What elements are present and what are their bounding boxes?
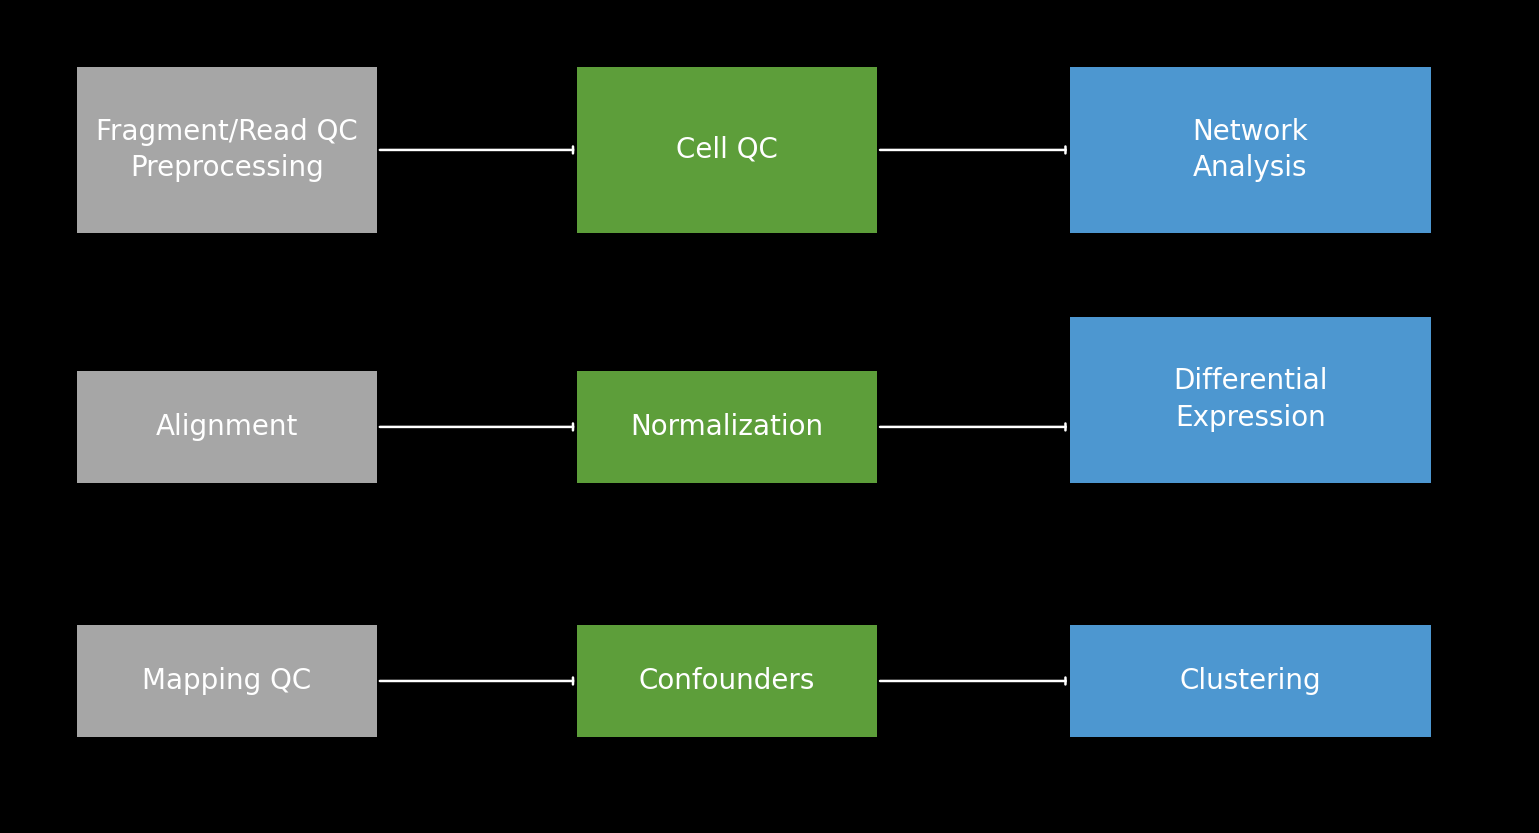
Text: Normalization: Normalization xyxy=(631,413,823,441)
Text: Cell QC: Cell QC xyxy=(676,136,779,164)
FancyBboxPatch shape xyxy=(577,67,877,233)
Text: Clustering: Clustering xyxy=(1179,667,1322,695)
Text: Alignment: Alignment xyxy=(155,413,299,441)
Text: Differential
Expression: Differential Expression xyxy=(1173,367,1328,432)
Text: Mapping QC: Mapping QC xyxy=(143,667,311,695)
FancyBboxPatch shape xyxy=(1070,625,1431,737)
FancyBboxPatch shape xyxy=(77,67,377,233)
FancyBboxPatch shape xyxy=(577,625,877,737)
FancyBboxPatch shape xyxy=(1070,317,1431,483)
FancyBboxPatch shape xyxy=(1070,67,1431,233)
Text: Network
Analysis: Network Analysis xyxy=(1193,117,1308,182)
Text: Fragment/Read QC
Preprocessing: Fragment/Read QC Preprocessing xyxy=(95,117,359,182)
FancyBboxPatch shape xyxy=(77,371,377,483)
FancyBboxPatch shape xyxy=(577,371,877,483)
FancyBboxPatch shape xyxy=(77,625,377,737)
Text: Confounders: Confounders xyxy=(639,667,816,695)
